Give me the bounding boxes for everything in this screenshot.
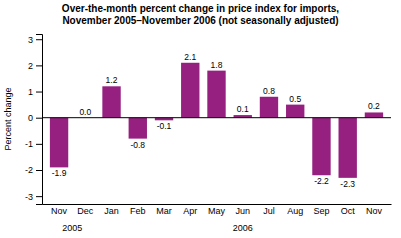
data-label: -2.3 [340, 179, 355, 189]
x-tick-label: May [208, 206, 226, 216]
bar [312, 118, 330, 176]
x-tick-label: Aug [287, 206, 303, 216]
y-tick: 3 [28, 35, 42, 45]
bar [129, 118, 147, 139]
y-axis: -3 -2 -1 0 1 2 3 [25, 35, 43, 205]
bar [181, 63, 199, 118]
x-tick: Feb [130, 204, 146, 216]
y-tick-mark [36, 118, 42, 119]
annotations: 2005 2006 [62, 223, 253, 233]
y-tick-mark [36, 39, 42, 40]
bar [102, 86, 120, 117]
x-tick-label: Apr [183, 206, 197, 216]
x-tick-label: Jul [263, 206, 275, 216]
x-axis-line [43, 204, 392, 205]
zero-line [42, 117, 391, 118]
plot: -3 -2 -1 0 1 2 3 Nov Dec Jan Feb Mar Apr May Jun Jul Aug… [25, 35, 392, 234]
y-tick-label: -3 [25, 192, 33, 202]
data-labels: -1.9 0.0 1.2 -0.8 -0.1 2.1 1.8 0.1 0.8 0.5 -2.2 -2.… [52, 52, 380, 189]
x-tick-label: Nov [51, 206, 68, 216]
data-label: -0.8 [130, 140, 145, 150]
x-tick: Nov [366, 204, 383, 216]
y-axis-line [36, 35, 43, 205]
y-tick-label: 1 [28, 87, 33, 97]
data-label: -2.2 [314, 176, 329, 186]
y-tick: -3 [25, 192, 42, 202]
data-label: 0.8 [263, 86, 275, 96]
x-tick-label: Sep [313, 206, 329, 216]
year-label: 2006 [233, 223, 253, 233]
x-tick: Apr [183, 204, 197, 216]
bar [207, 71, 225, 118]
title: Over-the-month percent change in price i… [62, 3, 339, 14]
x-tick: Nov [51, 204, 68, 216]
bar [365, 112, 383, 117]
x-tick-label: Mar [156, 206, 172, 216]
x-tick-label: Oct [341, 206, 356, 216]
data-label: 0.1 [237, 104, 249, 114]
y-axis-title: Percent change [3, 87, 13, 150]
bars [50, 63, 383, 178]
y-tick-mark [36, 65, 42, 66]
x-tick: May [208, 204, 226, 216]
data-label: -1.9 [52, 168, 67, 178]
data-label: 1.8 [211, 60, 223, 70]
y-tick-label: 3 [28, 35, 33, 45]
x-tick: Jun [235, 204, 250, 216]
y-tick-mark [36, 92, 42, 93]
bar [339, 118, 357, 178]
data-label: 0.0 [79, 107, 91, 117]
x-tick-label: Dec [77, 206, 94, 216]
y-tick-label: 2 [28, 61, 33, 71]
y-tick: 2 [28, 61, 42, 71]
data-label: 0.5 [289, 94, 301, 104]
y-tick-mark [36, 196, 42, 197]
data-label: 1.2 [106, 75, 118, 85]
y-tick-label: -2 [25, 165, 33, 175]
y-tick: -2 [25, 165, 42, 175]
y-tick-mark [36, 144, 42, 145]
bar [286, 105, 304, 118]
data-label: -0.1 [157, 121, 172, 131]
chart: Over-the-month percent change in price i… [0, 0, 401, 238]
subtitle: November 2005–November 2006 (not seasona… [62, 15, 338, 26]
x-axis: Nov Dec Jan Feb Mar Apr May Jun Jul Aug Sep Oct Nov [43, 204, 392, 216]
y-tick-label: -1 [25, 139, 33, 149]
y-tick: -1 [25, 139, 42, 149]
y-tick: 1 [28, 87, 42, 97]
x-tick: Jan [104, 204, 119, 216]
x-tick-label: Feb [130, 206, 146, 216]
x-tick-label: Nov [366, 206, 383, 216]
x-tick: Jul [263, 204, 275, 216]
y-tick-mark [36, 170, 42, 171]
x-tick: Oct [341, 204, 356, 216]
bar [260, 97, 278, 118]
bar [50, 118, 68, 168]
x-tick: Aug [287, 204, 303, 216]
y-tick: 0 [28, 113, 42, 123]
y-tick-label: 0 [28, 113, 33, 123]
data-label: 0.2 [368, 101, 380, 111]
data-label: 2.1 [184, 52, 196, 62]
year-label: 2005 [62, 223, 82, 233]
x-tick: Dec [77, 204, 94, 216]
x-tick-label: Jun [235, 206, 250, 216]
x-tick: Sep [313, 204, 329, 216]
x-tick-label: Jan [104, 206, 119, 216]
x-tick: Mar [156, 204, 172, 216]
